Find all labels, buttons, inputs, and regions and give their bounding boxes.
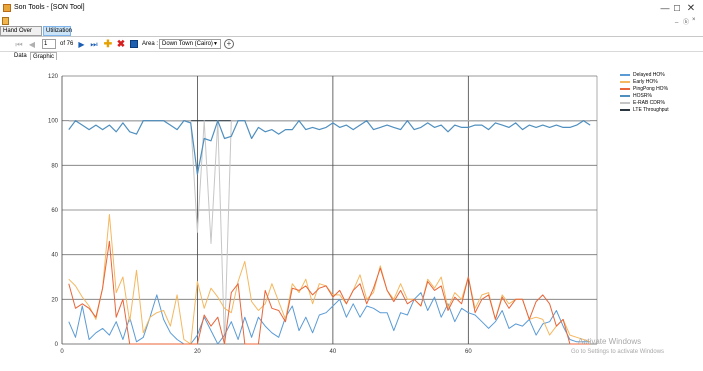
- chart-canvas: 0 20 40 60 80 100 120 0 20 40 60: [48, 74, 598, 355]
- area-select-value: Down Town (Cairo): [162, 41, 213, 47]
- save-icon[interactable]: [130, 40, 138, 48]
- legend-item: E-RAB CDR%: [620, 100, 700, 106]
- prev-page-icon[interactable]: ◀: [28, 40, 36, 49]
- mdi-bar: _ ⓑ ×: [0, 17, 703, 26]
- legend-label: Delayed HO%: [633, 72, 665, 78]
- legend-label: Early HO%: [633, 79, 658, 85]
- add-area-button[interactable]: +: [224, 39, 234, 49]
- app-icon: [3, 4, 11, 12]
- y-tick-label: 20: [51, 297, 58, 303]
- y-tick-label: 0: [55, 342, 59, 348]
- legend-item: Delayed HO%: [620, 72, 700, 78]
- legend-item: PingPong HO%: [620, 86, 700, 92]
- x-tick-label: 0: [60, 349, 64, 355]
- legend-label: LTE Throughput: [633, 107, 669, 113]
- mdi-restore-button[interactable]: ⓑ: [683, 20, 690, 26]
- tab-hand-over[interactable]: Hand Over: [0, 26, 42, 36]
- close-button[interactable]: ✕: [686, 3, 696, 14]
- window-title: Son Tools - [SON Tool]: [14, 4, 85, 11]
- minimize-button[interactable]: —: [660, 3, 670, 13]
- utilization-chart: 0 20 40 60 80 100 120 0 20 40 60: [0, 62, 703, 362]
- legend-label: HOSR%: [633, 93, 652, 99]
- legend-swatch: [620, 74, 630, 76]
- series-line-hosr: [68, 120, 591, 175]
- x-tick-label: 20: [194, 349, 201, 355]
- title-bar: Son Tools - [SON Tool] — ☐ ✕: [0, 0, 703, 17]
- tab-utilization[interactable]: Utilization: [43, 26, 72, 36]
- series-line-early-ho: [68, 214, 591, 345]
- series-line-pingpong-ho: [68, 240, 591, 345]
- y-tick-label: 40: [51, 253, 58, 259]
- area-select[interactable]: Down Town (Cairo) ▼: [159, 39, 221, 49]
- maximize-button[interactable]: ☐: [673, 4, 681, 13]
- legend-label: PingPong HO%: [633, 86, 669, 92]
- activation-watermark-text: Go to Settings to activate Windows: [571, 349, 665, 355]
- mdi-close-button[interactable]: ×: [692, 17, 696, 23]
- page-count-label: of 76: [60, 41, 74, 47]
- x-tick-label: 60: [465, 349, 472, 355]
- series-line-delayed-ho: [68, 292, 591, 345]
- chevron-down-icon: ▼: [213, 41, 218, 47]
- last-page-icon[interactable]: ⏭: [90, 40, 98, 49]
- area-label: Area :: [142, 41, 159, 47]
- mdi-minimize-button[interactable]: _: [675, 17, 679, 23]
- activation-watermark-title: Activate Windows: [578, 337, 642, 346]
- toolbar: ⏮ ◀ 1 of 76 ▶ ⏭ ✚ ✖ Area : Down Town (Ca…: [0, 37, 703, 52]
- delete-icon[interactable]: ✖: [116, 39, 126, 50]
- legend-label: E-RAB CDR%: [633, 100, 665, 106]
- y-tick-label: 120: [48, 74, 59, 80]
- y-tick-label: 60: [51, 208, 58, 214]
- legend-item: Early HO%: [620, 79, 700, 85]
- y-tick-label: 100: [48, 119, 59, 125]
- legend-item: HOSR%: [620, 93, 700, 99]
- legend-swatch: [620, 88, 630, 90]
- main-tabs: Hand Over Utilization: [0, 26, 703, 37]
- legend-swatch: [620, 109, 630, 111]
- tab-data[interactable]: Data: [14, 53, 27, 59]
- series-line-e-rab-cdr: [68, 120, 591, 345]
- view-tabs: Data Graphic: [0, 52, 703, 61]
- legend-item: LTE Throughput: [620, 107, 700, 113]
- legend-swatch: [620, 81, 630, 83]
- y-tick-label: 80: [51, 163, 58, 169]
- legend-swatch: [620, 95, 630, 97]
- legend-swatch: [620, 102, 630, 104]
- page-number-input[interactable]: 1: [42, 39, 56, 49]
- tab-graphic[interactable]: Graphic: [30, 52, 58, 60]
- document-icon[interactable]: [2, 17, 9, 25]
- x-tick-label: 40: [330, 349, 337, 355]
- add-icon[interactable]: ✚: [103, 39, 113, 50]
- first-page-icon[interactable]: ⏮: [15, 40, 23, 49]
- next-page-icon[interactable]: ▶: [78, 40, 85, 49]
- chart-legend: Delayed HO% Early HO% PingPong HO% HOSR% E-R…: [620, 72, 700, 114]
